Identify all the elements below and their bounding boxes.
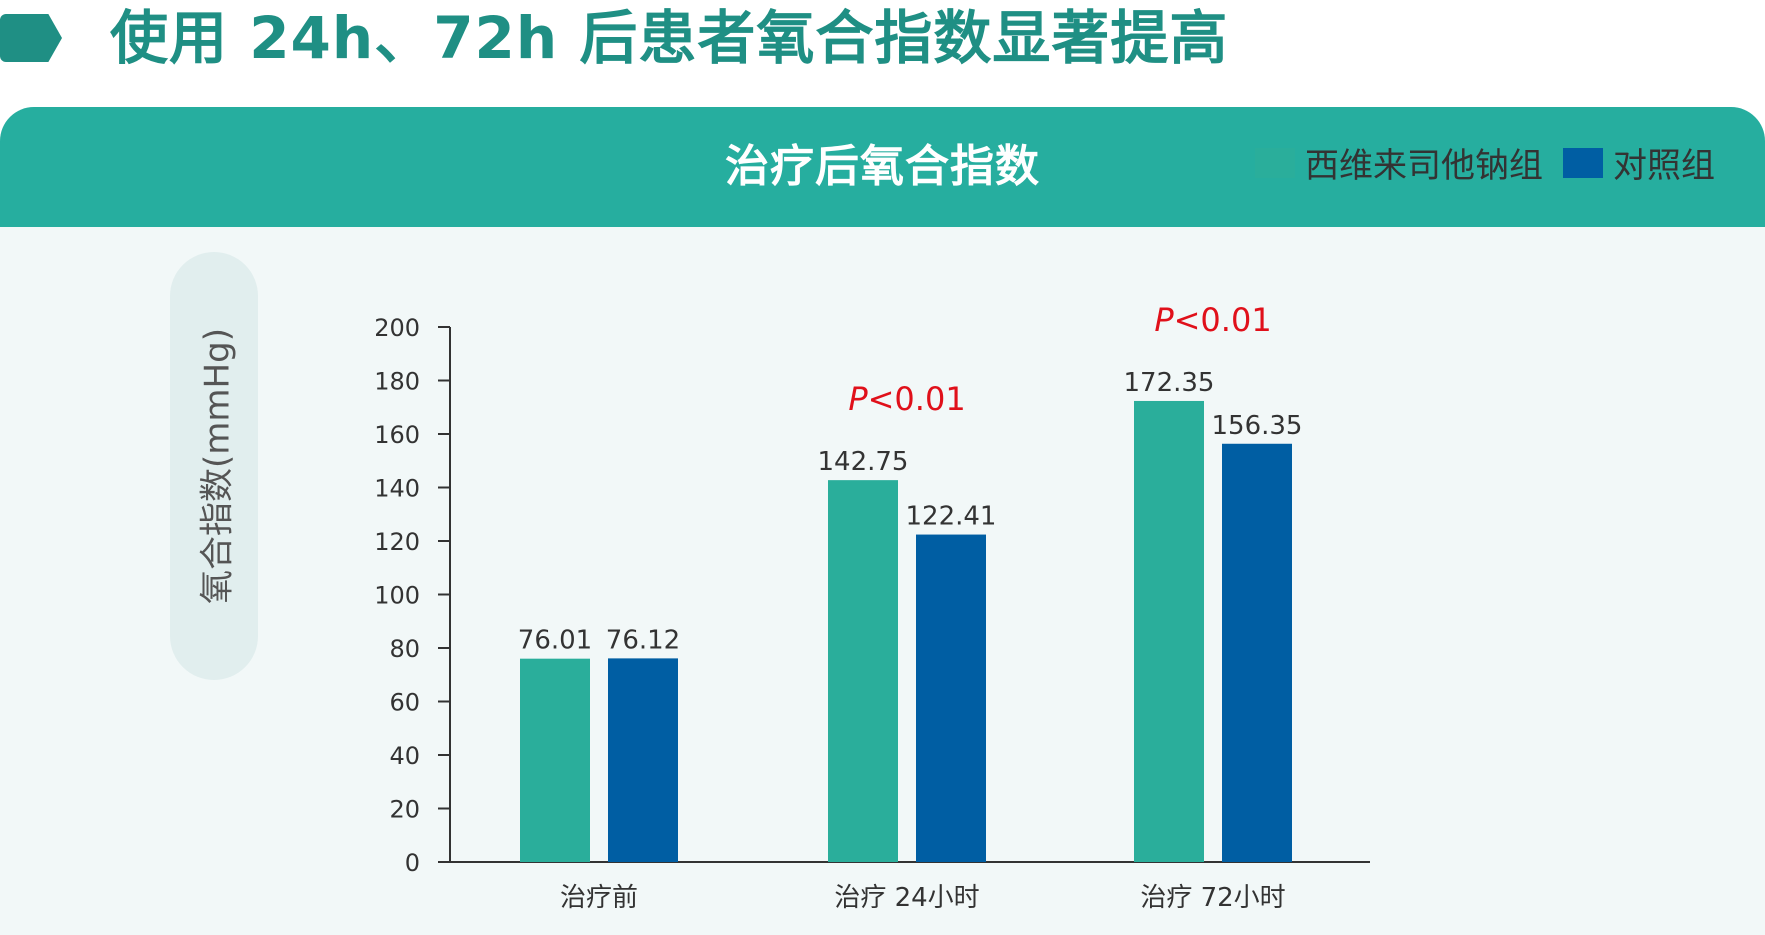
y-tick-label: 0: [405, 849, 420, 877]
y-tick-label: 100: [374, 582, 420, 610]
y-tick-label: 60: [389, 689, 420, 717]
x-category-label: 治疗 24小时: [834, 883, 979, 913]
bar-series-1: [520, 658, 590, 862]
y-tick-label: 20: [389, 796, 420, 824]
legend-swatch-series-2: [1563, 147, 1603, 178]
legend-item-series-1: 西维来司他钠组: [1255, 138, 1543, 187]
legend-swatch-series-1: [1255, 147, 1295, 178]
bar-series-2: [916, 534, 986, 862]
bar-series-1: [828, 480, 898, 862]
bar-series-2: [608, 658, 678, 862]
y-tick-label: 200: [374, 314, 420, 342]
heading-marker-icon: [0, 14, 62, 62]
y-tick-label: 140: [374, 475, 420, 503]
chart-legend: 西维来司他钠组 对照组: [1235, 138, 1715, 187]
x-category-label: 治疗前: [560, 883, 638, 913]
y-tick-label: 80: [389, 635, 420, 663]
legend-label-series-1: 西维来司他钠组: [1305, 146, 1543, 186]
bar-value-label: 156.35: [1212, 411, 1303, 441]
p-value-annotation: P<0.01: [1154, 301, 1271, 339]
y-tick-label: 120: [374, 528, 420, 556]
legend-label-series-2: 对照组: [1613, 146, 1715, 186]
legend-item-series-2: 对照组: [1563, 138, 1715, 187]
bar-value-label: 76.12: [606, 625, 680, 655]
bar-value-label: 172.35: [1124, 368, 1215, 398]
y-axis-label-background: [170, 252, 258, 680]
p-value-annotation: P<0.01: [848, 380, 965, 418]
bar-value-label: 122.41: [906, 502, 997, 532]
page-title: 使用 24h、72h 后患者氧合指数显著提高: [110, 4, 1229, 72]
bar-value-label: 76.01: [518, 626, 592, 656]
bar-series-2: [1222, 443, 1292, 862]
chart-title: 治疗后氧合指数: [0, 107, 1765, 227]
x-category-label: 治疗 72小时: [1140, 883, 1285, 913]
bar-series-1: [1134, 400, 1204, 862]
y-tick-label: 160: [374, 421, 420, 449]
y-tick-label: 180: [374, 368, 420, 396]
y-tick-label: 40: [389, 742, 420, 770]
bar-value-label: 142.75: [818, 447, 909, 477]
